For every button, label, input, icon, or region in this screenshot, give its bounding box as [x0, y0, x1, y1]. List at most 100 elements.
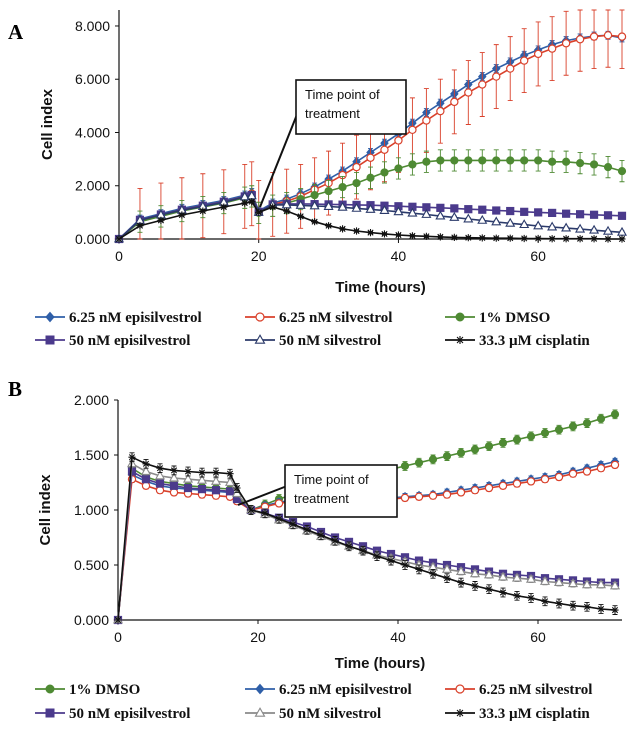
data-point	[539, 575, 551, 585]
data-point	[407, 207, 418, 217]
data-point	[170, 466, 178, 474]
callout-text: Time point of	[294, 472, 369, 487]
data-point	[567, 578, 579, 588]
x-tick-label: 60	[530, 248, 546, 264]
data-point	[484, 442, 494, 451]
data-point	[609, 580, 621, 590]
data-point	[464, 234, 472, 242]
data-point	[575, 35, 585, 44]
data-point	[470, 486, 480, 495]
data-point	[511, 572, 523, 582]
legend-item: 6.25 nM silvestrol	[245, 310, 392, 326]
data-point	[611, 606, 619, 614]
data-point	[618, 235, 626, 243]
data-point	[414, 458, 424, 467]
data-point	[554, 425, 564, 434]
data-point	[519, 56, 529, 65]
x-axis-title: Time (hours)	[335, 655, 426, 672]
data-point	[450, 97, 459, 107]
data-point	[463, 213, 474, 223]
data-point	[198, 469, 206, 477]
data-point	[274, 499, 284, 508]
data-point	[555, 599, 563, 608]
legend-label: 50 nM silvestrol	[279, 706, 381, 722]
y-tick-label: 1.000	[74, 502, 109, 518]
legend-swatch-marker	[45, 684, 55, 694]
data-point	[513, 592, 521, 600]
x-tick-label: 40	[391, 248, 407, 264]
data-point	[352, 227, 361, 235]
data-point	[178, 211, 186, 219]
data-point	[224, 476, 236, 486]
y-tick-label: 6.000	[75, 71, 110, 87]
data-point	[533, 220, 544, 230]
data-point	[168, 472, 180, 482]
data-point	[548, 235, 556, 243]
x-tick-label: 60	[530, 629, 546, 645]
legend-swatch-marker	[455, 684, 465, 694]
data-point	[422, 157, 431, 166]
legend-item: 6.25 nM episilvestrol	[35, 310, 202, 326]
data-point	[457, 579, 465, 587]
y-axis-title: Cell index	[39, 88, 56, 160]
data-point	[338, 225, 347, 233]
data-point	[422, 232, 430, 240]
data-point	[581, 579, 593, 589]
data-point	[210, 475, 222, 485]
panel-b-chart: 0.000 0.500 1.000 1.500 2.000 0 20 40 60 Time (ho…	[35, 392, 622, 722]
data-point	[352, 178, 361, 188]
data-point	[303, 526, 311, 534]
panel-label-b: B	[8, 377, 22, 401]
data-point	[477, 214, 488, 224]
data-point	[289, 520, 297, 528]
legend-label: 6.25 nM silvestrol	[479, 682, 592, 698]
data-point	[225, 487, 235, 496]
data-point	[182, 473, 194, 483]
data-point	[436, 233, 444, 241]
data-point	[568, 469, 578, 478]
data-point	[366, 173, 375, 182]
data-point	[548, 157, 557, 166]
data-point	[534, 234, 542, 243]
data-point	[589, 32, 599, 41]
legend-item: 1% DMSO	[445, 310, 550, 326]
data-point	[408, 160, 417, 169]
data-point	[589, 210, 599, 219]
data-point	[575, 223, 586, 233]
data-point	[505, 217, 516, 227]
data-point	[387, 557, 395, 565]
data-point	[380, 168, 389, 177]
data-point	[351, 202, 362, 212]
legend-label: 50 nM episilvestrol	[69, 706, 190, 722]
data-point	[365, 203, 376, 213]
data-point	[464, 156, 473, 165]
data-point	[379, 204, 390, 214]
data-point	[199, 207, 207, 215]
data-point	[220, 203, 228, 211]
data-point	[141, 475, 151, 484]
data-point	[115, 235, 123, 243]
legend-item: 50 nM episilvestrol	[35, 333, 190, 349]
data-point	[449, 211, 460, 221]
legend-swatch-marker	[45, 311, 55, 323]
y-tick-label: 2.000	[75, 178, 110, 194]
x-axis-title: Time (hours)	[335, 279, 426, 296]
data-point	[589, 224, 600, 234]
data-point	[506, 206, 515, 216]
data-point	[455, 566, 467, 576]
data-point	[309, 200, 320, 210]
y-tick-label: 2.000	[74, 392, 109, 408]
data-point	[484, 483, 494, 493]
data-point	[429, 570, 437, 578]
data-point	[596, 464, 606, 473]
data-point	[394, 164, 403, 173]
data-point	[533, 49, 543, 59]
data-point	[499, 588, 507, 597]
legend-swatch-marker	[456, 336, 464, 344]
callout-text: Time point of	[305, 87, 380, 102]
data-point	[603, 211, 613, 220]
y-tick-label: 0.000	[74, 612, 109, 628]
legend-label: 33.3 µM cisplatin	[479, 706, 590, 722]
data-point	[183, 483, 193, 493]
data-point	[140, 465, 152, 475]
